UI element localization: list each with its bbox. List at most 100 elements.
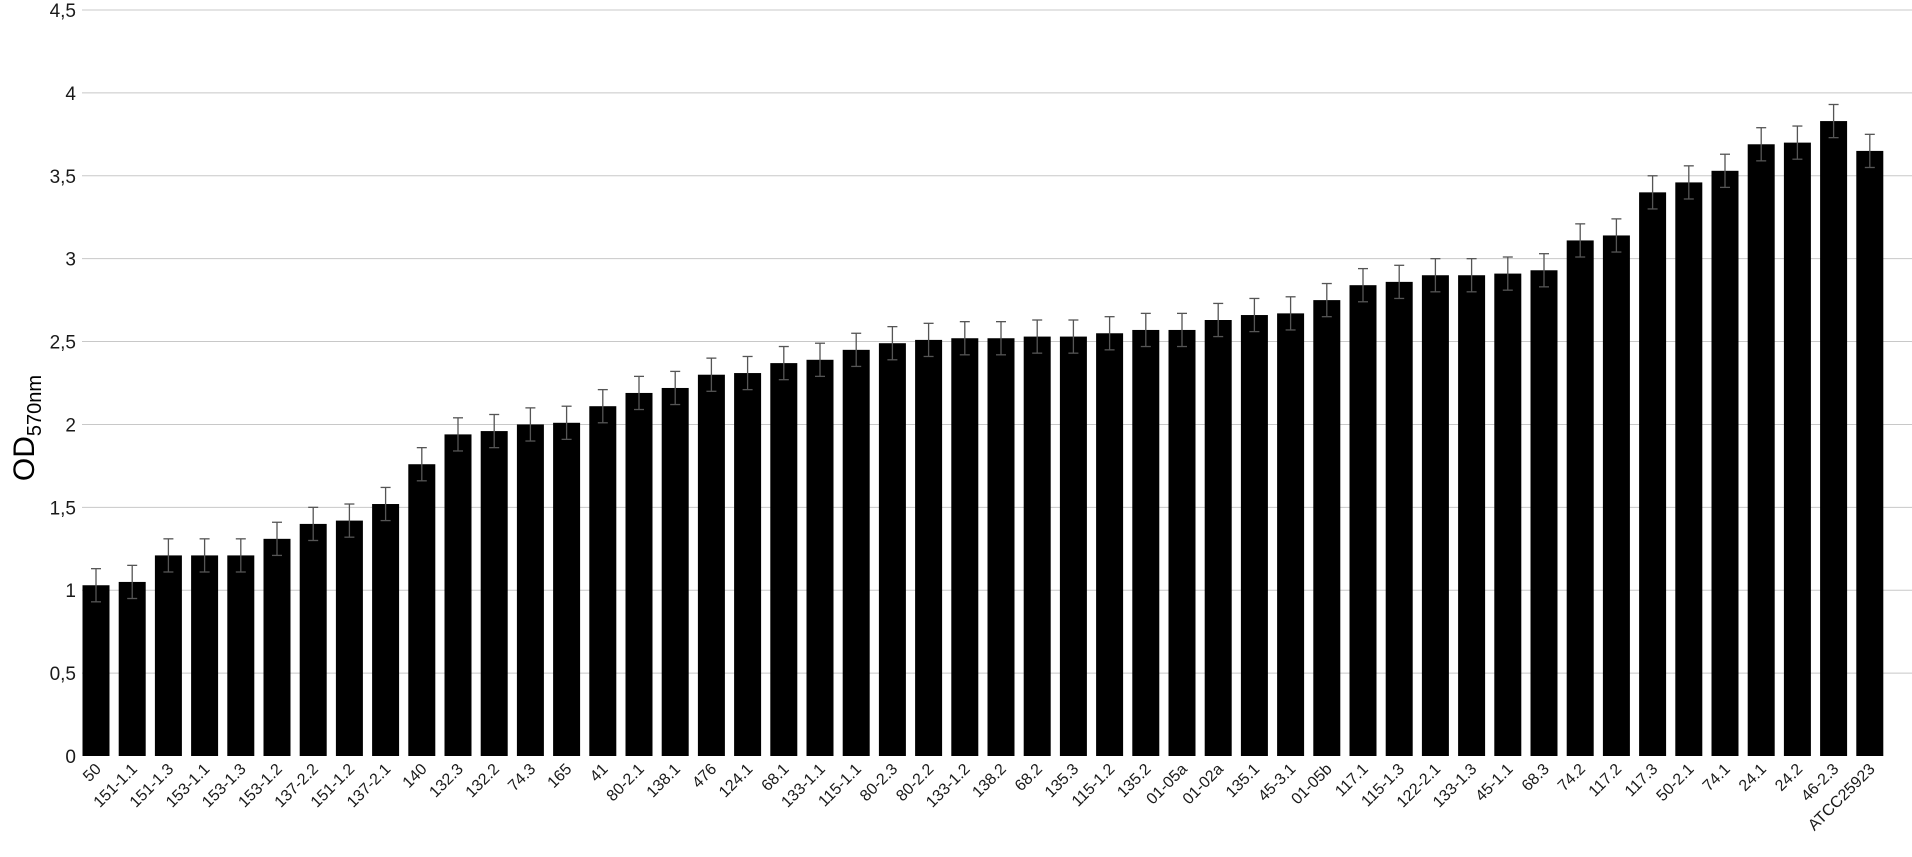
error-bar xyxy=(1466,258,1477,293)
bar xyxy=(734,373,762,756)
x-tick-label: 80-2.1 xyxy=(604,761,648,805)
bar xyxy=(842,349,870,756)
x-tick-label: 74.1 xyxy=(1700,761,1734,795)
error-bar xyxy=(344,503,355,538)
x-tick-label: 138.2 xyxy=(969,761,1009,801)
x-tick-label: 68.2 xyxy=(1012,761,1046,795)
bar xyxy=(1711,170,1739,756)
x-axis-ticks: 50151-1.1151-1.3153-1.1153-1.3153-1.2137… xyxy=(80,761,1878,835)
error-bar xyxy=(1032,319,1043,354)
x-tick-label: 140 xyxy=(400,761,431,792)
error-bar xyxy=(597,388,608,424)
bar xyxy=(154,555,182,756)
error-bar xyxy=(1285,296,1296,331)
error-bar xyxy=(1647,175,1658,210)
x-tick-label: 68.3 xyxy=(1519,761,1553,795)
error-bar xyxy=(778,345,789,381)
x-tick-label: 50-2.1 xyxy=(1654,761,1698,805)
error-bar xyxy=(199,538,210,573)
bar xyxy=(1132,329,1160,756)
error-bar xyxy=(996,321,1006,356)
bar xyxy=(1385,281,1413,756)
error-bars xyxy=(91,103,1875,603)
y-tick-label: 3,5 xyxy=(50,167,76,188)
error-bar xyxy=(525,407,536,442)
bar xyxy=(951,338,979,756)
error-bar xyxy=(1502,256,1513,291)
y-tick-label: 2 xyxy=(65,415,76,436)
bar xyxy=(1240,315,1268,756)
error-bar xyxy=(235,538,246,573)
bar xyxy=(444,434,472,756)
error-bar xyxy=(127,564,138,600)
error-bar xyxy=(1213,302,1224,338)
error-bar xyxy=(634,375,644,411)
bar xyxy=(1096,333,1124,756)
bar xyxy=(263,538,291,756)
error-bar xyxy=(742,355,753,391)
error-bar xyxy=(1104,316,1115,351)
error-bar xyxy=(1756,127,1767,162)
x-tick-label: 132.2 xyxy=(463,761,503,801)
bar xyxy=(227,555,255,756)
bar xyxy=(1277,313,1305,756)
bar xyxy=(82,585,110,756)
error-bar xyxy=(91,568,101,603)
bar xyxy=(1566,240,1594,757)
bar xyxy=(516,424,544,756)
x-tick-label: 117.2 xyxy=(1586,761,1626,801)
error-bar xyxy=(416,447,427,482)
bar xyxy=(1204,320,1232,756)
y-tick-label: 3 xyxy=(65,250,76,271)
bar xyxy=(299,523,327,756)
bar xyxy=(589,406,617,756)
bar xyxy=(878,343,906,756)
bar xyxy=(1349,285,1377,756)
x-tick-label: 476 xyxy=(689,761,720,792)
error-bar xyxy=(887,325,898,361)
error-bar xyxy=(1430,258,1441,293)
bar xyxy=(1639,192,1667,756)
bar xyxy=(987,338,1015,756)
bar xyxy=(915,339,943,756)
x-tick-label: 01-02a xyxy=(1180,761,1227,808)
error-bar xyxy=(1539,253,1549,288)
bar xyxy=(1168,329,1196,756)
error-bar xyxy=(959,321,970,356)
error-bar xyxy=(1575,223,1586,258)
error-bar xyxy=(489,413,500,449)
x-tick-label: 132.3 xyxy=(426,761,466,801)
x-tick-label: 74.2 xyxy=(1555,761,1589,795)
bar xyxy=(770,363,798,756)
y-tick-label: 1 xyxy=(65,581,76,602)
bar xyxy=(1747,144,1775,756)
bar xyxy=(118,581,146,756)
error-bar xyxy=(1140,312,1151,348)
error-bar xyxy=(1321,282,1332,318)
error-bar xyxy=(1720,153,1730,189)
bar xyxy=(1675,182,1703,757)
bar xyxy=(191,555,219,756)
bar xyxy=(1494,273,1522,756)
x-tick-label: 24.1 xyxy=(1736,761,1770,795)
y-tick-label: 4,5 xyxy=(50,1,76,22)
error-bar xyxy=(1828,103,1839,139)
y-axis-label: OD570nm xyxy=(8,375,46,481)
bar xyxy=(625,392,653,756)
bar xyxy=(806,359,834,756)
y-tick-label: 4 xyxy=(65,84,76,105)
error-bar xyxy=(1792,125,1803,160)
x-tick-label: 01-05b xyxy=(1288,761,1335,808)
y-tick-label: 2,5 xyxy=(50,333,76,354)
bar xyxy=(1530,270,1558,756)
bar xyxy=(1313,300,1341,756)
y-tick-label: 0 xyxy=(65,747,76,768)
y-axis-label-subscript: 570nm xyxy=(24,375,46,436)
x-tick-label: 124.1 xyxy=(716,761,756,801)
bar xyxy=(1458,275,1486,756)
x-tick-label: 80-2.3 xyxy=(857,761,901,805)
bar xyxy=(1783,142,1811,757)
error-bar xyxy=(815,342,825,378)
error-bar xyxy=(308,506,319,542)
